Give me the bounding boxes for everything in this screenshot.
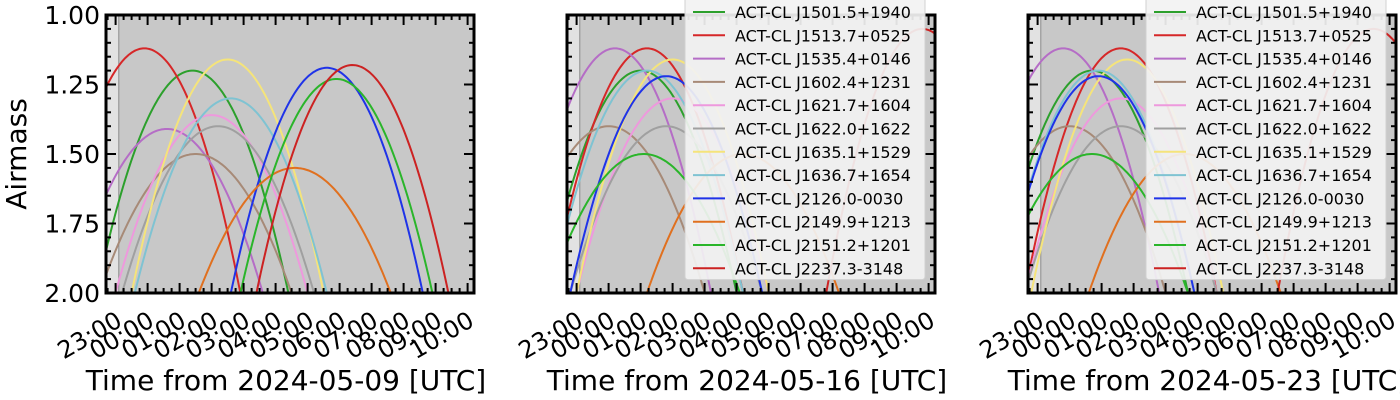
airmass-panel-3: 23:0000:0001:0002:0003:0004:0005:0006:00…: [975, 0, 1400, 397]
y-tick-label: 1.25: [44, 71, 100, 100]
series-line-3: [567, 47, 712, 293]
legend-entry: ACT-CL J2126.0-0030: [1196, 189, 1364, 208]
series-line-4: [567, 125, 706, 293]
legend-entry: ACT-CL J2151.2+1201: [1196, 236, 1372, 255]
y-tick-label: 1.75: [44, 210, 100, 239]
legend-entry: ACT-CL J1535.4+0146: [1196, 50, 1372, 69]
legend-entry: ACT-CL J2126.0-0030: [735, 189, 903, 208]
legend-entry: ACT-CL J1513.7+0525: [735, 26, 911, 45]
legend-entry: ACT-CL J2237.3-3148: [735, 259, 903, 278]
y-tick-label: 2.00: [44, 279, 100, 308]
series-line-7: [130, 58, 325, 293]
series-line-4: [106, 153, 293, 293]
series-line-6: [121, 125, 316, 293]
legend-entry: ACT-CL J1622.0+1622: [735, 120, 911, 139]
y-axis-title: Airmass: [0, 98, 33, 210]
legend-entry: ACT-CL J1501.5+1940: [735, 3, 911, 22]
x-axis-title: Time from 2024-05-23 [UTC]: [1007, 364, 1400, 397]
ticks: [106, 14, 474, 294]
y-axis-label: Airmass: [0, 98, 33, 210]
legend-entry: ACT-CL J1513.7+0525: [1196, 26, 1372, 45]
legend-entry: ACT-CL J1635.1+1529: [735, 143, 911, 162]
y-tick-label: 1.50: [44, 140, 100, 169]
legend-box: [684, 0, 926, 281]
y-tick-label: 1.00: [44, 1, 100, 30]
legend-entry: ACT-CL J1602.4+1231: [735, 73, 911, 92]
legend-entry: ACT-CL J2149.9+1213: [735, 213, 911, 232]
legend-entry: ACT-CL J2151.2+1201: [735, 236, 911, 255]
legend-entry: ACT-CL J1535.4+0146: [735, 50, 911, 69]
legend-entry: ACT-CL J1636.7+1654: [1196, 166, 1372, 185]
series-line-4: [1028, 125, 1167, 293]
series-line-10: [197, 166, 392, 293]
legend-box: [1145, 0, 1387, 281]
legend-entry: ACT-CL J1635.1+1529: [1196, 143, 1372, 162]
x-axis-title: Time from 2024-05-16 [UTC]: [546, 364, 947, 397]
series-line-2: [106, 47, 242, 293]
legend-entry: ACT-CL J1501.5+1940: [1196, 3, 1372, 22]
series-line-12: [255, 63, 450, 293]
series-group: [106, 47, 450, 293]
legend-entry: ACT-CL J1622.0+1622: [1196, 120, 1372, 139]
legend: ACT-CL J1501.5+1940 ACT-CL J1513.7+0525 AC…: [684, 0, 926, 281]
airmass-panel-2: 23:0000:0001:0002:0003:0004:0005:0006:00…: [514, 0, 947, 397]
panels: 1.00 1.25 1.50 1.75 2.00 23:0000:0001:0002:00…: [44, 0, 1400, 397]
series-line-5: [114, 114, 309, 293]
legend-entry: ACT-CL J1621.7+1604: [1196, 96, 1372, 115]
x-axis-title: Time from 2024-05-09 [UTC]: [85, 364, 486, 397]
legend-entry: ACT-CL J1602.4+1231: [1196, 73, 1372, 92]
series-line-8: [133, 97, 328, 293]
legend: ACT-CL J1501.5+1940 ACT-CL J1513.7+0525 AC…: [1145, 0, 1387, 281]
legend-entry: ACT-CL J1621.7+1604: [735, 96, 911, 115]
series-line-3: [1028, 47, 1161, 293]
airmass-panel-1: 1.001.251.501.752.0023:0000:0001:0002:00…: [44, 1, 486, 397]
series-line-3: [106, 128, 264, 293]
legend-entry: ACT-CL J2149.9+1213: [1196, 213, 1372, 232]
legend-entry: ACT-CL J1636.7+1654: [735, 166, 911, 185]
series-line-11: [239, 78, 434, 293]
legend-entry: ACT-CL J2237.3-3148: [1196, 259, 1364, 278]
